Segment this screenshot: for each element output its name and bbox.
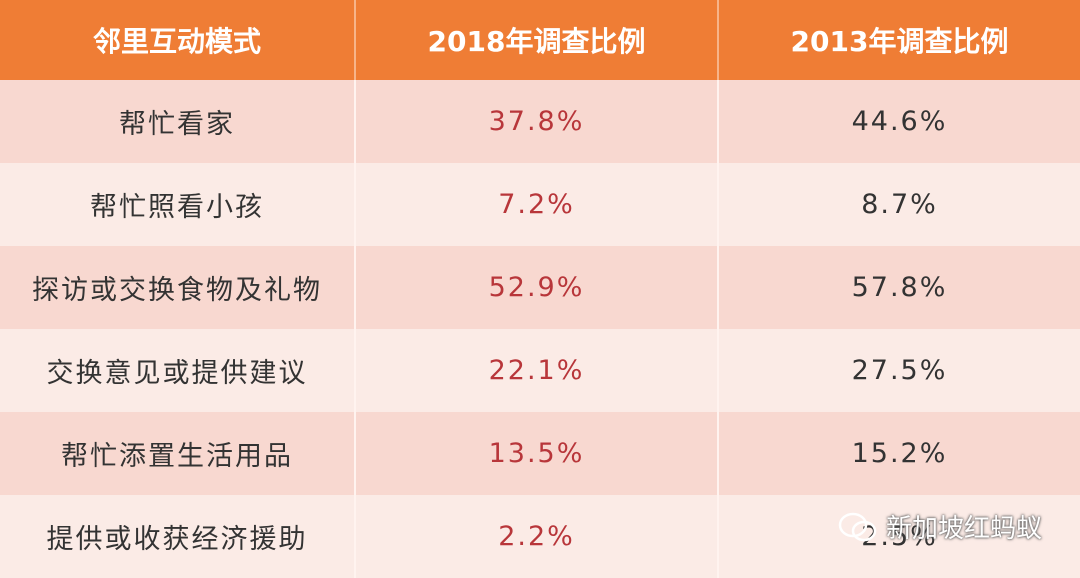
header-cell: 邻里互动模式: [0, 0, 356, 80]
header-cell: 2013年调查比例: [718, 0, 1080, 80]
table-row: 帮忙添置生活用品 13.5% 15.2%: [0, 412, 1080, 495]
mode-cell: 帮忙添置生活用品: [0, 412, 356, 495]
table-row: 探访或交换食物及礼物 52.9% 57.8%: [0, 246, 1080, 329]
percent-cell: 8.7%: [718, 163, 1080, 246]
mode-cell: 提供或收获经济援助: [0, 495, 356, 578]
mode-cell: 帮忙看家: [0, 80, 356, 163]
mode-cell: 帮忙照看小孩: [0, 163, 356, 246]
table-row: 交换意见或提供建议 22.1% 27.5%: [0, 329, 1080, 412]
percent-cell: 57.8%: [718, 246, 1080, 329]
percent-cell: 2.2%: [355, 495, 719, 578]
percent-cell: 52.9%: [355, 246, 719, 329]
wechat-icon: [838, 512, 877, 541]
watermark-text: 新加坡红蚂蚁: [886, 514, 1043, 544]
table-row: 提供或收获经济援助 2.2% 2.5%: [0, 495, 1080, 578]
percent-cell: 44.6%: [718, 80, 1080, 163]
percent-cell: 15.2%: [718, 412, 1080, 495]
mode-cell: 探访或交换食物及礼物: [0, 246, 356, 329]
percent-cell: 27.5%: [718, 329, 1080, 412]
watermark: 新加坡红蚂蚁: [838, 508, 1042, 545]
percent-cell: 22.1%: [355, 329, 719, 412]
header-cell: 2018年调查比例: [355, 0, 719, 80]
table-row: 帮忙照看小孩 7.2% 8.7%: [0, 163, 1080, 246]
percent-cell: 13.5%: [355, 412, 719, 495]
percent-cell: 37.8%: [355, 80, 719, 163]
table-row: 帮忙看家 37.8% 44.6%: [0, 80, 1080, 163]
mode-cell: 交换意见或提供建议: [0, 329, 356, 412]
header-row: 邻里互动模式 2018年调查比例 2013年调查比例: [0, 0, 1080, 80]
percent-cell: 7.2%: [355, 163, 719, 246]
table-body: 帮忙看家 37.8% 44.6% 帮忙照看小孩 7.2% 8.7% 探访或交换食物及礼物 52…: [0, 80, 1080, 578]
